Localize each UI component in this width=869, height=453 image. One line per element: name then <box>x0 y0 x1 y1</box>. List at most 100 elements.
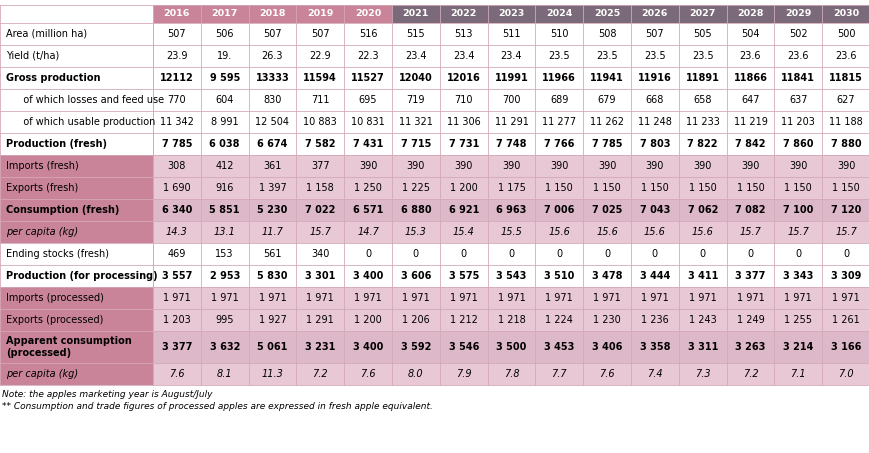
Bar <box>201 331 249 363</box>
Bar <box>821 287 869 309</box>
Bar <box>296 5 344 23</box>
Bar <box>344 45 392 67</box>
Bar <box>344 133 392 155</box>
Text: 7.3: 7.3 <box>694 369 710 379</box>
Text: 507: 507 <box>263 29 282 39</box>
Text: 9 595: 9 595 <box>209 73 240 83</box>
Bar <box>773 89 821 111</box>
Bar <box>678 221 726 243</box>
Bar <box>678 363 726 385</box>
Text: 695: 695 <box>358 95 377 105</box>
Bar <box>296 45 344 67</box>
Text: 1 971: 1 971 <box>210 293 238 303</box>
Text: 11 291: 11 291 <box>494 117 527 127</box>
Text: 11815: 11815 <box>828 73 862 83</box>
Bar <box>487 243 534 265</box>
Text: 506: 506 <box>216 29 234 39</box>
Bar <box>678 133 726 155</box>
Bar <box>440 199 487 221</box>
Bar <box>249 199 296 221</box>
Bar <box>487 265 534 287</box>
Bar <box>296 221 344 243</box>
Text: 507: 507 <box>645 29 663 39</box>
Bar <box>630 199 678 221</box>
Bar <box>582 243 630 265</box>
Text: Imports (processed): Imports (processed) <box>6 293 103 303</box>
Text: 500: 500 <box>836 29 854 39</box>
Bar <box>440 5 487 23</box>
Text: 2 953: 2 953 <box>209 271 240 281</box>
Bar <box>726 5 773 23</box>
Text: 1 206: 1 206 <box>401 315 429 325</box>
Bar <box>726 133 773 155</box>
Bar <box>678 265 726 287</box>
Bar <box>153 265 201 287</box>
Text: 390: 390 <box>501 161 520 171</box>
Bar <box>487 221 534 243</box>
Bar <box>440 155 487 177</box>
Bar <box>344 243 392 265</box>
Text: 3 411: 3 411 <box>687 271 717 281</box>
Text: 7 785: 7 785 <box>162 139 192 149</box>
Text: ** Consumption and trade figures of processed apples are expressed in fresh appl: ** Consumption and trade figures of proc… <box>2 402 433 411</box>
Text: 7.2: 7.2 <box>312 369 328 379</box>
Bar <box>534 23 582 45</box>
Bar <box>249 243 296 265</box>
Text: 7.1: 7.1 <box>790 369 806 379</box>
Text: 5 851: 5 851 <box>209 205 240 215</box>
Bar <box>392 45 440 67</box>
Text: 11594: 11594 <box>303 73 337 83</box>
Bar <box>392 67 440 89</box>
Bar <box>487 23 534 45</box>
Text: 15.4: 15.4 <box>452 227 474 237</box>
Bar <box>773 5 821 23</box>
Text: 390: 390 <box>645 161 663 171</box>
Bar <box>821 265 869 287</box>
Text: 3 575: 3 575 <box>448 271 478 281</box>
Bar <box>630 363 678 385</box>
Text: Gross production: Gross production <box>6 73 101 83</box>
Bar <box>773 265 821 287</box>
Bar <box>726 45 773 67</box>
Bar <box>726 155 773 177</box>
Bar <box>296 199 344 221</box>
Text: 6 921: 6 921 <box>448 205 478 215</box>
Text: 502: 502 <box>788 29 806 39</box>
Text: 1 971: 1 971 <box>736 293 764 303</box>
Text: 12040: 12040 <box>399 73 432 83</box>
Text: 7.2: 7.2 <box>742 369 758 379</box>
Text: of which usable production: of which usable production <box>14 117 156 127</box>
Bar <box>153 221 201 243</box>
Bar <box>726 363 773 385</box>
Bar <box>678 287 726 309</box>
Text: 308: 308 <box>168 161 186 171</box>
Bar <box>0 5 153 23</box>
Bar <box>726 23 773 45</box>
Text: 1 150: 1 150 <box>832 183 859 193</box>
Text: Note: the apples marketing year is August/July: Note: the apples marketing year is Augus… <box>2 390 212 399</box>
Bar <box>153 363 201 385</box>
Bar <box>630 287 678 309</box>
Text: 3 632: 3 632 <box>209 342 240 352</box>
Text: 3 557: 3 557 <box>162 271 192 281</box>
Text: 7 006: 7 006 <box>543 205 574 215</box>
Text: 2019: 2019 <box>307 10 333 19</box>
Bar <box>678 309 726 331</box>
Text: 5 830: 5 830 <box>257 271 288 281</box>
Text: 1 150: 1 150 <box>784 183 812 193</box>
Text: 7 100: 7 100 <box>782 205 813 215</box>
Text: 1 971: 1 971 <box>306 293 334 303</box>
Bar <box>630 45 678 67</box>
Text: 12016: 12016 <box>447 73 480 83</box>
Text: 1 397: 1 397 <box>258 183 286 193</box>
Bar <box>440 221 487 243</box>
Bar <box>487 133 534 155</box>
Text: 377: 377 <box>310 161 329 171</box>
Text: 3 377: 3 377 <box>162 342 192 352</box>
Bar <box>296 331 344 363</box>
Text: 0: 0 <box>413 249 419 259</box>
Bar <box>534 287 582 309</box>
Bar <box>201 133 249 155</box>
Bar <box>153 133 201 155</box>
Text: 700: 700 <box>501 95 521 105</box>
